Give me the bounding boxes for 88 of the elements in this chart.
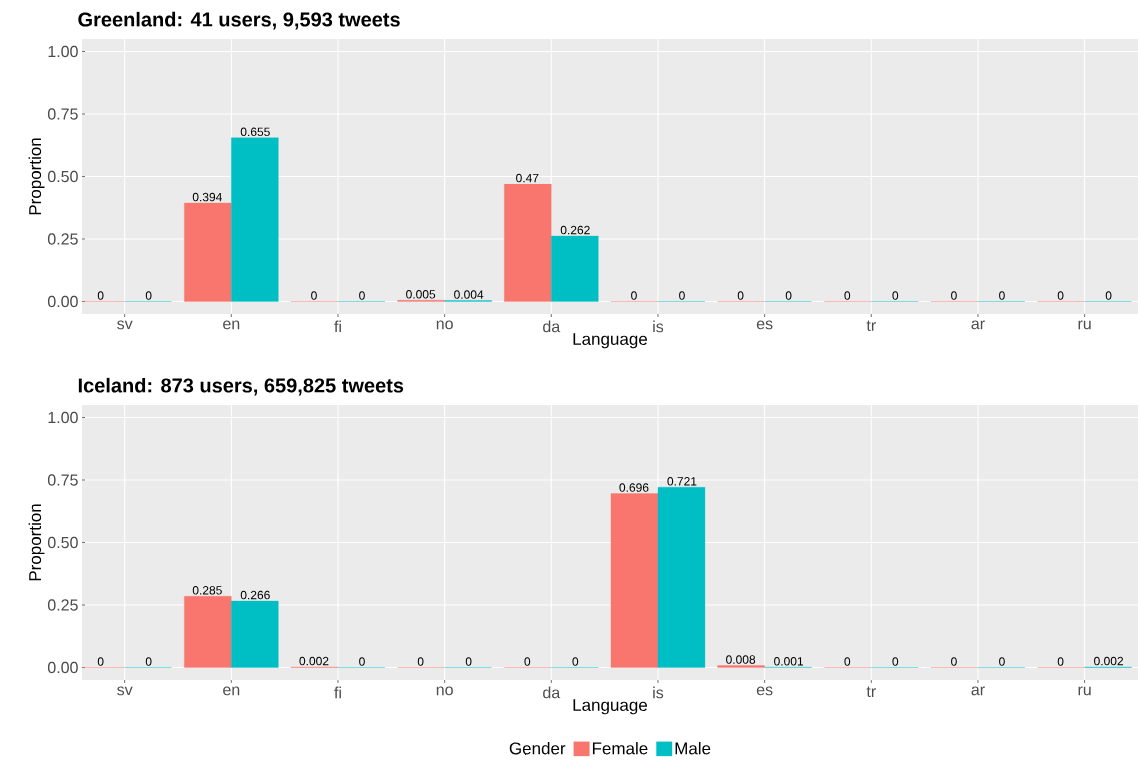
data-label: 0 — [951, 291, 957, 300]
data-label: 0.262 — [560, 225, 590, 235]
x-tick-label: is — [653, 320, 664, 333]
data-label: 0 — [892, 657, 899, 666]
data-label: 0 — [1057, 657, 1064, 666]
x-tick-label: da — [543, 686, 561, 699]
y-tick-label: 0.50 — [47, 170, 78, 183]
data-label: 0 — [631, 291, 637, 300]
data-label: 0.002 — [299, 656, 329, 666]
data-label: 0 — [97, 291, 104, 300]
data-label: 0.266 — [240, 590, 270, 600]
x-tick-label: tr — [866, 320, 876, 331]
data-label: 0 — [1105, 291, 1112, 300]
x-axis-title: Language — [573, 333, 648, 349]
data-label: 0 — [572, 657, 579, 666]
x-tick-label: ru — [1078, 320, 1091, 330]
x-tick-label: is — [653, 686, 664, 699]
legend-title: Gender — [509, 741, 566, 755]
data-label: 0.008 — [726, 655, 756, 664]
data-label: 0 — [999, 657, 1005, 666]
data-label: 0.002 — [1094, 656, 1124, 666]
data-label: 0 — [737, 291, 744, 300]
data-label: 0 — [1057, 291, 1064, 300]
data-label: 0.005 — [406, 290, 436, 299]
legend-label: Male — [675, 741, 711, 755]
data-label: 0 — [785, 291, 792, 300]
x-tick-label: ar — [971, 320, 985, 330]
y-tick-label: 0.50 — [47, 536, 78, 549]
bar — [231, 600, 279, 668]
data-label: 0 — [524, 657, 531, 666]
y-tick-label: 0.00 — [47, 661, 78, 674]
y-tick-label: 1.00 — [48, 411, 78, 424]
y-axis-title: Proportion — [28, 504, 45, 581]
x-tick-label: no — [436, 686, 453, 696]
legend-label: Female — [592, 741, 648, 755]
bar — [551, 235, 599, 302]
bar — [610, 493, 659, 668]
y-tick-label: 1.00 — [48, 45, 78, 58]
bar — [184, 202, 232, 302]
bar — [184, 596, 232, 668]
x-tick-label: da — [543, 320, 561, 333]
y-tick-label: 0.00 — [47, 295, 78, 308]
bar — [504, 183, 552, 302]
data-label: 0 — [999, 291, 1005, 300]
data-label: 0.285 — [192, 586, 222, 595]
bar — [717, 665, 765, 668]
x-tick-label: es — [756, 320, 773, 330]
data-label: 0 — [844, 657, 851, 666]
bar — [231, 137, 279, 302]
data-label: 0.721 — [667, 477, 697, 486]
data-label: 0.004 — [454, 290, 484, 299]
data-label: 0.696 — [619, 483, 649, 492]
data-label: 0.47 — [516, 173, 539, 183]
y-tick-label: 0.75 — [47, 108, 78, 120]
x-tick-label: en — [223, 686, 240, 696]
y-tick-label: 0.75 — [47, 474, 78, 486]
x-tick-label: en — [223, 320, 240, 330]
x-tick-label: fi — [334, 320, 341, 333]
x-tick-label: tr — [866, 686, 876, 697]
bar — [657, 487, 706, 668]
data-label: 0 — [892, 291, 899, 300]
x-tick-label: sv — [117, 686, 133, 696]
data-label: 0 — [145, 291, 152, 300]
x-tick-label: no — [436, 320, 453, 330]
x-tick-label: es — [756, 686, 773, 696]
data-label: 0 — [359, 657, 365, 666]
x-tick-label: fi — [334, 686, 341, 699]
x-tick-label: sv — [117, 320, 133, 330]
data-label: 0.655 — [240, 127, 270, 137]
data-label: 0 — [679, 291, 685, 300]
chart-title: Iceland: 873 users, 659,825 tweets — [78, 377, 404, 396]
data-label: 0 — [359, 291, 365, 300]
x-tick-label: ar — [971, 686, 985, 696]
y-axis-title: Proportion — [28, 138, 45, 215]
data-label: 0.001 — [774, 657, 804, 666]
data-label: 0 — [417, 657, 424, 666]
data-label: 0 — [844, 291, 851, 300]
y-tick-label: 0.25 — [47, 233, 78, 245]
data-label: 0 — [311, 291, 317, 300]
y-tick-label: 0.25 — [47, 599, 78, 611]
x-tick-label: ru — [1078, 686, 1091, 696]
data-label: 0 — [97, 657, 104, 666]
data-label: 0.394 — [192, 192, 222, 202]
chart-title: Greenland: 41 users, 9,593 tweets — [78, 11, 400, 30]
data-label: 0 — [465, 657, 472, 666]
data-label: 0 — [951, 657, 957, 666]
data-label: 0 — [145, 657, 152, 666]
x-axis-title: Language — [573, 699, 648, 715]
